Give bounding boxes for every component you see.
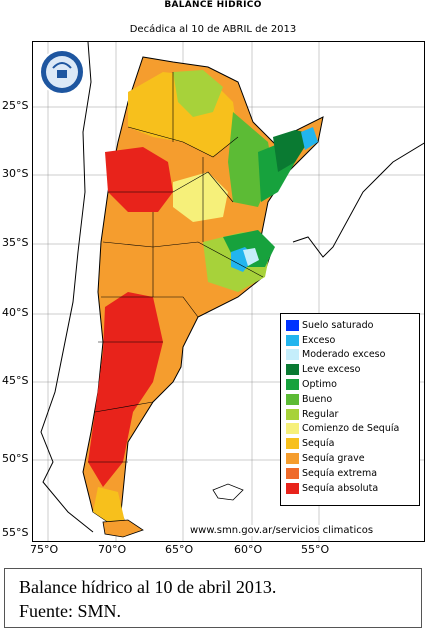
legend-swatch — [286, 334, 299, 346]
legend-swatch — [286, 408, 299, 420]
legend-label: Suelo saturado — [302, 319, 374, 331]
zone-sequia-south-tip — [93, 487, 125, 522]
latitude-label: 30°S — [2, 167, 29, 180]
zone-exceso-northeast — [301, 127, 318, 150]
legend-label: Comienzo de Sequía — [302, 423, 400, 435]
legend-item: Moderado exceso — [286, 348, 419, 363]
legend-item: Sequía absoluta — [286, 481, 419, 496]
legend-swatch — [286, 482, 299, 494]
zone-moderado-exceso-pampa — [243, 248, 259, 266]
legend-label: Moderado exceso — [302, 349, 386, 361]
latitude-label: 35°S — [2, 236, 29, 249]
legend-swatch — [286, 453, 299, 465]
legend-swatch — [286, 393, 299, 405]
map-title: BALANCE HIDRICO — [164, 0, 262, 10]
legend-label: Sequía — [302, 438, 335, 450]
map-subtitle: Decádica al 10 de ABRIL de 2013 — [129, 24, 297, 35]
legend-swatch — [286, 379, 299, 391]
legend-item: Optimo — [286, 377, 419, 392]
legend-swatch — [286, 423, 299, 435]
longitude-label: 60°O — [234, 543, 263, 556]
tierra-del-fuego — [102, 519, 144, 538]
legend-item: Sequía grave — [286, 451, 419, 466]
zone-regular-north — [173, 70, 223, 117]
latitude-label: 50°S — [2, 452, 29, 465]
smn-logo — [39, 49, 85, 95]
latitude-label: 55°S — [2, 526, 29, 539]
legend-item: Regular — [286, 407, 419, 422]
legend-label: Leve exceso — [302, 364, 361, 376]
argentina-drought-map — [33, 42, 424, 541]
legend-item: Exceso — [286, 333, 419, 348]
legend-item: Sequía — [286, 436, 419, 451]
longitude-label: 55°O — [301, 543, 330, 556]
legend-label: Sequía grave — [302, 453, 365, 465]
map-legend: Suelo saturado Exceso Moderado exceso Leve … — [280, 313, 420, 506]
legend-swatch — [286, 467, 299, 479]
legend-label: Sequía absoluta — [302, 482, 379, 494]
legend-item: Bueno — [286, 392, 419, 407]
legend-swatch — [286, 319, 299, 331]
zone-sequia-absoluta-cuyo — [105, 147, 173, 212]
source-url: www.smn.gov.ar/servicios climaticos — [190, 525, 374, 536]
legend-swatch — [286, 364, 299, 376]
latitude-label: 40°S — [2, 306, 29, 319]
legend-item: Leve exceso — [286, 362, 419, 377]
longitude-label: 75°O — [30, 543, 59, 556]
latitude-label: 25°S — [2, 99, 29, 112]
legend-item: Suelo saturado — [286, 318, 419, 333]
legend-label: Regular — [302, 408, 339, 420]
zone-comienzo-center — [173, 172, 228, 222]
caption-line-1: Balance hídrico al 10 de abril 2013. — [19, 577, 277, 597]
latitude-label: 45°S — [2, 374, 29, 387]
map-frame — [32, 41, 425, 542]
legend-item: Comienzo de Sequía — [286, 422, 419, 437]
zone-sequia-absoluta-south — [88, 292, 163, 487]
longitude-label: 65°O — [165, 543, 194, 556]
legend-item: Sequía extrema — [286, 466, 419, 481]
legend-swatch — [286, 349, 299, 361]
uruguay-brazil-line — [292, 142, 424, 258]
legend-swatch — [286, 438, 299, 450]
longitude-label: 70°O — [98, 543, 127, 556]
province-borders — [88, 72, 264, 463]
legend-label: Exceso — [302, 334, 336, 346]
legend-label: Bueno — [302, 393, 333, 405]
caption-line-2: Fuente: SMN. — [19, 601, 122, 621]
falkland-islands — [212, 483, 244, 501]
legend-label: Optimo — [302, 379, 337, 391]
chile-coast-line — [40, 42, 94, 533]
legend-label: Sequía extrema — [302, 467, 378, 479]
caption-box: Balance hídrico al 10 de abril 2013. Fue… — [4, 568, 422, 628]
